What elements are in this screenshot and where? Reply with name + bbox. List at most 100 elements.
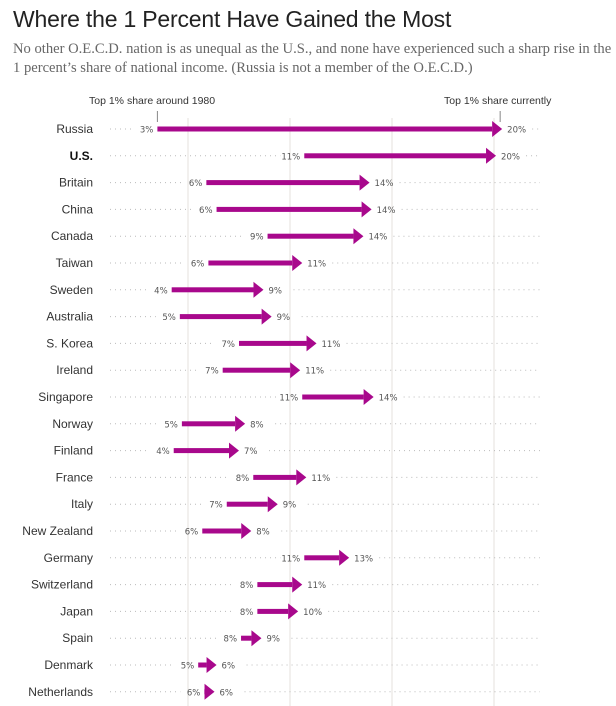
arrow-shaft	[202, 528, 242, 534]
country-label: Canada	[51, 229, 93, 243]
end-value-label: 9%	[266, 635, 280, 645]
end-value-label: 9%	[268, 286, 282, 296]
country-label: Germany	[44, 551, 93, 565]
row-britain: Britain 6% 14%	[59, 174, 540, 191]
arrow-head	[361, 201, 372, 218]
start-value-label: 4%	[154, 286, 168, 296]
country-label: Australia	[46, 310, 93, 324]
row-italy: Italy 7% 9%	[71, 496, 540, 513]
arrow-head	[306, 335, 317, 352]
country-label: Sweden	[50, 283, 93, 297]
end-value-label: 20%	[501, 152, 520, 162]
chart-rows: Russia 3% 20% U.S. 11% 20% Britain 6% 14% China 6%…	[22, 121, 540, 700]
row-russia: Russia 3% 20%	[56, 121, 540, 137]
start-value-label: 11%	[281, 152, 300, 162]
end-value-label: 14%	[377, 206, 396, 216]
arrow-head	[292, 576, 303, 593]
country-label: China	[62, 202, 94, 216]
start-value-label: 7%	[222, 340, 236, 350]
row-spain: Spain 8% 9%	[62, 630, 540, 647]
country-label: U.S.	[70, 149, 93, 163]
arrow-shaft	[173, 448, 229, 454]
arrow-head	[267, 496, 278, 513]
row-canada: Canada 9% 14%	[51, 228, 540, 245]
start-value-label: 6%	[187, 688, 201, 698]
start-value-label: 6%	[185, 528, 199, 538]
start-value-label: 11%	[281, 554, 300, 564]
row-australia: Australia 5% 9%	[46, 308, 540, 325]
country-label: Denmark	[44, 658, 94, 672]
arrow-head	[261, 308, 272, 325]
country-label: Japan	[60, 604, 93, 618]
country-label: Norway	[52, 417, 93, 431]
row-sweden: Sweden 4% 9%	[50, 281, 540, 298]
arrow-shaft	[222, 367, 291, 373]
end-value-label: 6%	[220, 688, 234, 698]
start-value-label: 5%	[164, 420, 178, 430]
end-value-label: 20%	[507, 126, 526, 136]
arrow-shaft	[253, 474, 297, 480]
arrow-head	[363, 389, 374, 405]
end-value-label: 8%	[256, 528, 270, 538]
end-value-label: 9%	[283, 501, 297, 511]
arrow-head	[486, 147, 497, 164]
arrow-shaft	[216, 206, 362, 212]
row-japan: Japan 8% 10%	[60, 603, 540, 620]
country-label: Ireland	[56, 363, 93, 377]
arrow-shaft	[304, 153, 487, 159]
row-finland: Finland 4% 7%	[54, 442, 540, 459]
row-germany: Germany 11% 13%	[44, 549, 540, 566]
start-value-label: 8%	[240, 608, 254, 618]
arrow-head	[204, 683, 215, 700]
row-france: France 8% 11%	[56, 469, 540, 486]
start-value-label: 3%	[140, 126, 154, 136]
arrow-head	[251, 630, 262, 647]
country-label: Netherlands	[28, 685, 93, 699]
end-value-label: 11%	[322, 340, 341, 350]
row-netherlands: Netherlands 6% 6%	[28, 683, 540, 700]
arrow-head	[235, 415, 246, 432]
chart-title: Where the 1 Percent Have Gained the Most	[13, 6, 452, 32]
arrow-shaft	[257, 608, 289, 614]
chart-subtitle: No other O.E.C.D. nation is as unequal a…	[13, 41, 612, 76]
country-label: Russia	[56, 122, 93, 136]
country-label: New Zealand	[22, 524, 93, 538]
gridlines	[156, 111, 501, 706]
end-value-label: 11%	[307, 581, 326, 591]
arrow-shaft	[241, 635, 252, 641]
row-norway: Norway 5% 8%	[52, 415, 540, 432]
start-value-label: 11%	[279, 394, 298, 404]
arrow-head	[292, 255, 303, 271]
arrow-shaft	[157, 126, 493, 132]
arrow-head	[359, 174, 370, 191]
end-value-label: 13%	[354, 554, 373, 564]
country-label: Taiwan	[56, 256, 93, 270]
end-value-label: 9%	[277, 313, 291, 323]
arrow-shaft	[198, 662, 207, 668]
arrow-head	[206, 657, 217, 673]
end-value-label: 11%	[307, 260, 326, 270]
arrow-shaft	[302, 394, 364, 400]
start-value-label: 7%	[205, 367, 219, 377]
country-label: Switzerland	[31, 578, 93, 592]
row-ireland: Ireland 7% 11%	[56, 362, 540, 379]
row-singapore: Singapore 11% 14%	[38, 389, 540, 405]
arrow-head	[253, 281, 264, 298]
start-value-label: 5%	[181, 662, 195, 672]
country-label: Italy	[71, 497, 93, 511]
arrow-head	[339, 549, 350, 566]
arrow-shaft	[226, 501, 268, 507]
arrow-shaft	[179, 314, 262, 320]
arrow-shaft	[239, 340, 307, 346]
start-value-label: 6%	[189, 179, 203, 189]
arrow-head	[492, 121, 503, 137]
start-column-label: Top 1% share around 1980	[89, 95, 216, 107]
arrow-shaft	[304, 555, 340, 561]
arrow-shaft	[181, 421, 236, 427]
row-u-s-: U.S. 11% 20%	[70, 147, 540, 164]
end-value-label: 14%	[379, 394, 398, 404]
arrow-head	[290, 362, 301, 379]
end-value-label: 6%	[222, 662, 236, 672]
start-value-label: 6%	[199, 206, 213, 216]
